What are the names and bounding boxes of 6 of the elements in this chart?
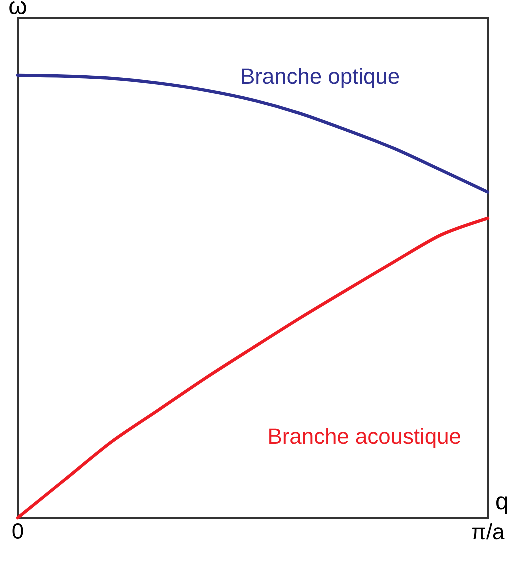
series-label: Branche optique [242,68,400,89]
x-axis-title: q [496,496,508,514]
text: Branche acoustique [270,428,460,449]
x-tick-label: π/a [472,524,505,540]
x-tick-label: 0 [12,524,24,540]
y-axis-title: ω [10,1,26,14]
